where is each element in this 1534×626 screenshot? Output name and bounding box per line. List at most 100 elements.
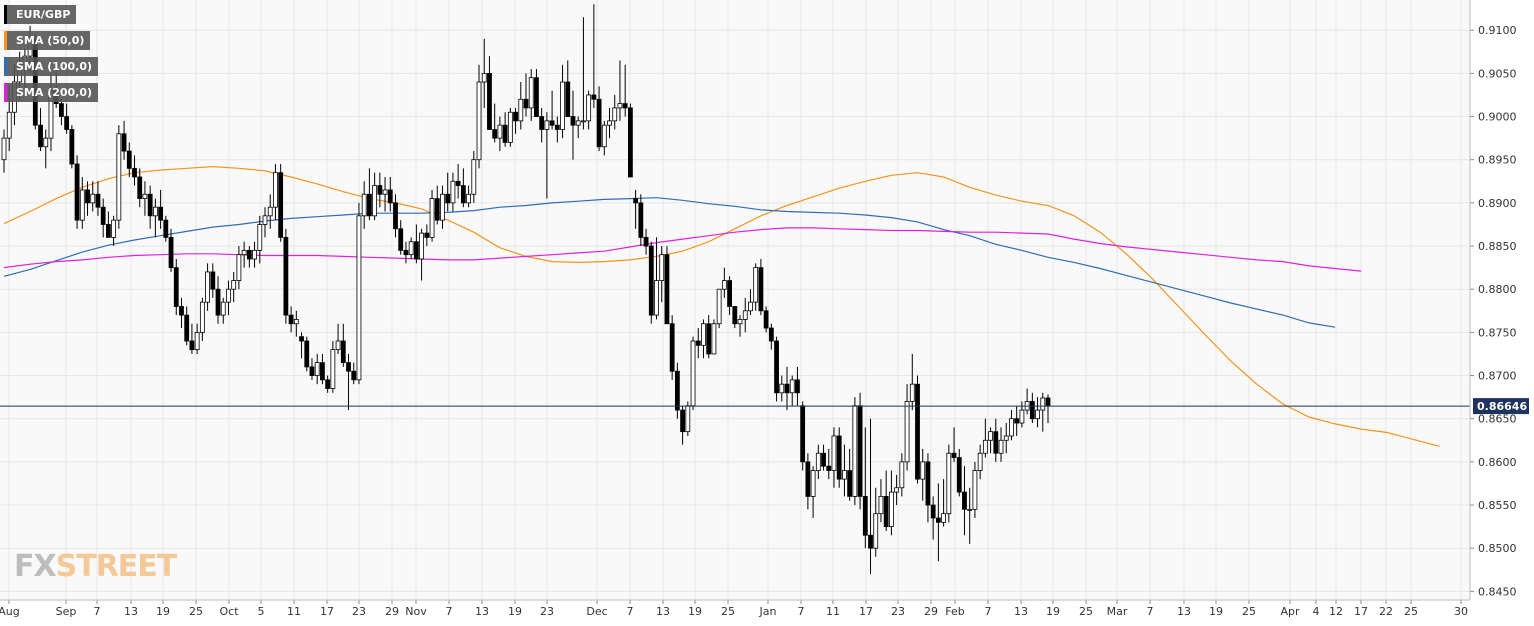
candle: [450, 172, 456, 212]
candle: [252, 241, 257, 268]
candle: [440, 185, 445, 229]
candle-body-down: [278, 172, 284, 238]
candle-body-up: [236, 254, 242, 281]
x-tick-label: 4: [1313, 605, 1320, 618]
x-tick-label: 13: [656, 605, 670, 618]
candle: [826, 448, 832, 480]
candle: [721, 267, 727, 298]
candle: [972, 461, 978, 518]
candle-body-down: [956, 457, 962, 493]
candle-body-up: [889, 491, 894, 528]
candle-body-up: [262, 215, 268, 225]
candle-body-down: [147, 193, 153, 217]
candle: [591, 4, 597, 108]
x-tick-label: 19: [1209, 605, 1223, 618]
candle-body-up: [904, 401, 910, 463]
candle-body-down: [424, 232, 430, 238]
candle-body-down: [565, 81, 571, 117]
symbol-swatch: [4, 5, 7, 24]
candle: [1040, 392, 1046, 432]
candle-body-down: [795, 379, 800, 394]
candle-body-down: [821, 452, 826, 467]
candle-body-up: [194, 331, 200, 351]
candle-body-down: [340, 340, 346, 363]
candle: [59, 99, 64, 126]
candle: [930, 496, 936, 540]
candle: [64, 103, 70, 134]
plot-background: [0, 0, 1470, 600]
x-tick-label: 23: [540, 605, 554, 618]
candle: [534, 69, 539, 117]
candle-body-down: [393, 202, 398, 230]
candle: [346, 353, 351, 411]
candle: [951, 427, 957, 462]
candle-body-down: [455, 180, 461, 187]
candle-body-down: [434, 198, 440, 221]
candle: [487, 56, 492, 130]
candle: [617, 60, 623, 121]
candle-body-up: [544, 120, 550, 130]
x-tick-label: Mar: [1107, 605, 1128, 618]
candle: [680, 405, 685, 445]
candle: [935, 483, 941, 562]
y-tick-label: 0.8850: [1478, 240, 1517, 253]
candle-body-up: [226, 288, 231, 303]
candle: [304, 336, 310, 372]
candle: [382, 176, 388, 212]
candle-body-down: [805, 461, 811, 497]
candle: [711, 319, 717, 355]
candle-body-up: [497, 124, 503, 139]
candle: [163, 215, 169, 242]
candle: [1035, 397, 1040, 428]
candle: [758, 258, 764, 316]
candle-body-up: [1019, 409, 1025, 424]
x-tick-label: 11: [826, 605, 840, 618]
candle: [774, 336, 779, 402]
candle: [278, 164, 284, 242]
legend-item-sma200: SMA (200,0): [4, 83, 99, 102]
candle: [847, 448, 853, 501]
candle-body-up: [998, 439, 1004, 454]
candle: [231, 271, 237, 303]
candle-body-down: [763, 310, 769, 329]
candle-body-down: [246, 249, 252, 260]
candle: [142, 181, 148, 216]
candle: [904, 384, 910, 471]
candle: [622, 64, 628, 117]
legend-sma100-label: SMA (100,0): [7, 57, 99, 76]
candle-body-up: [356, 215, 362, 381]
candle-body-up: [6, 111, 12, 139]
candle-body-down: [95, 193, 101, 208]
candle: [340, 323, 346, 367]
x-tick-label: Jan: [759, 605, 777, 618]
x-tick-label: 25: [1079, 605, 1093, 618]
x-tick-label: 19: [156, 605, 170, 618]
candle-body-up: [450, 180, 456, 204]
x-tick-label: 7: [985, 605, 992, 618]
legend-sma50-label: SMA (50,0): [7, 31, 91, 50]
candle-body-down: [857, 405, 863, 497]
candle-body-up: [330, 349, 336, 389]
candle-body-down: [502, 124, 508, 143]
candle: [852, 397, 858, 506]
candle: [288, 306, 294, 333]
candle: [915, 375, 920, 484]
candle: [628, 103, 633, 178]
y-tick-label: 0.9000: [1478, 111, 1517, 124]
y-axis: 0.8450 0.8500 0.8550 0.8600 0.8650 0.8700 0.87…: [1469, 0, 1517, 600]
candle: [497, 116, 503, 152]
x-tick-label: 7: [1147, 605, 1154, 618]
candle-body-down: [768, 327, 774, 342]
candle: [398, 220, 404, 255]
candle-body-down: [915, 383, 920, 480]
candle-body-up: [252, 249, 257, 260]
x-tick-label: 17: [859, 605, 873, 618]
candle: [779, 375, 785, 402]
candle-body-up: [142, 193, 148, 199]
candle-body-up: [471, 159, 477, 195]
candle: [690, 336, 696, 411]
candle: [356, 202, 362, 385]
x-tick-label: 13: [1014, 605, 1028, 618]
candle: [810, 466, 816, 518]
candle: [789, 375, 795, 406]
